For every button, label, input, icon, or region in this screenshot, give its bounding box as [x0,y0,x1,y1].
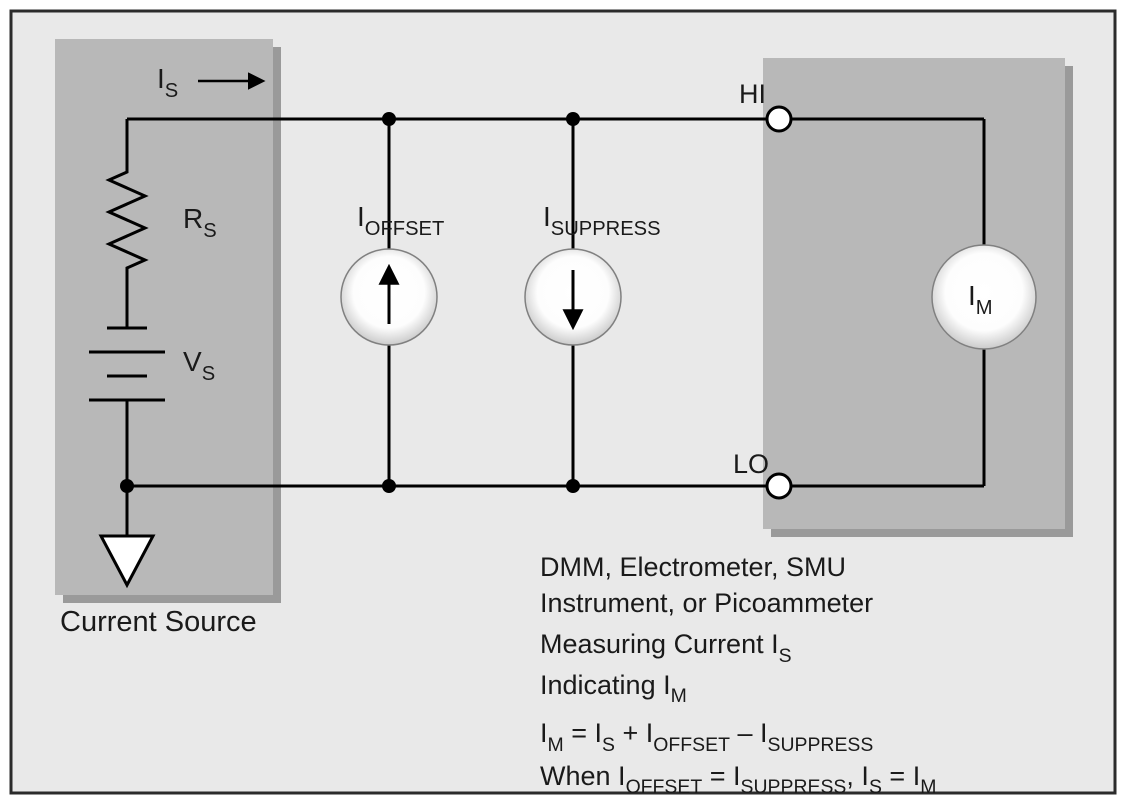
source-box [55,39,273,595]
node-offset-top [382,112,396,126]
meter-description: DMM, Electrometer, SMU Instrument, or Pi… [540,549,936,798]
label-isuppress: ISUPPRESS [543,201,661,239]
measuring-line: Measuring Current IS [540,626,936,667]
node-ground [120,479,134,493]
label-rs: RS [183,203,217,241]
node-suppress-top [566,112,580,126]
indicating-line: Indicating IM [540,667,936,708]
node-suppress-bot [566,479,580,493]
label-im: IM [968,280,993,318]
label-lo: LO [733,449,769,480]
label-hi: HI [739,79,766,110]
node-offset-bot [382,479,396,493]
circuit-diagram: IS RS VS IOFFSET ISUPPRESS IM HI LO Curr… [0,0,1127,805]
terminal-lo [767,474,791,498]
equation-2: When IOFFSET = ISUPPRESS, IS = IM [540,758,936,799]
caption-current-source: Current Source [60,606,257,639]
terminal-hi [767,107,791,131]
meter-desc-line2: Instrument, or Picoammeter [540,585,936,621]
label-vs: VS [183,346,215,384]
meter-desc-line1: DMM, Electrometer, SMU [540,549,936,585]
equation-1: IM = IS + IOFFSET – ISUPPRESS [540,715,936,756]
label-is: IS [157,63,178,101]
label-ioffset: IOFFSET [357,201,444,239]
